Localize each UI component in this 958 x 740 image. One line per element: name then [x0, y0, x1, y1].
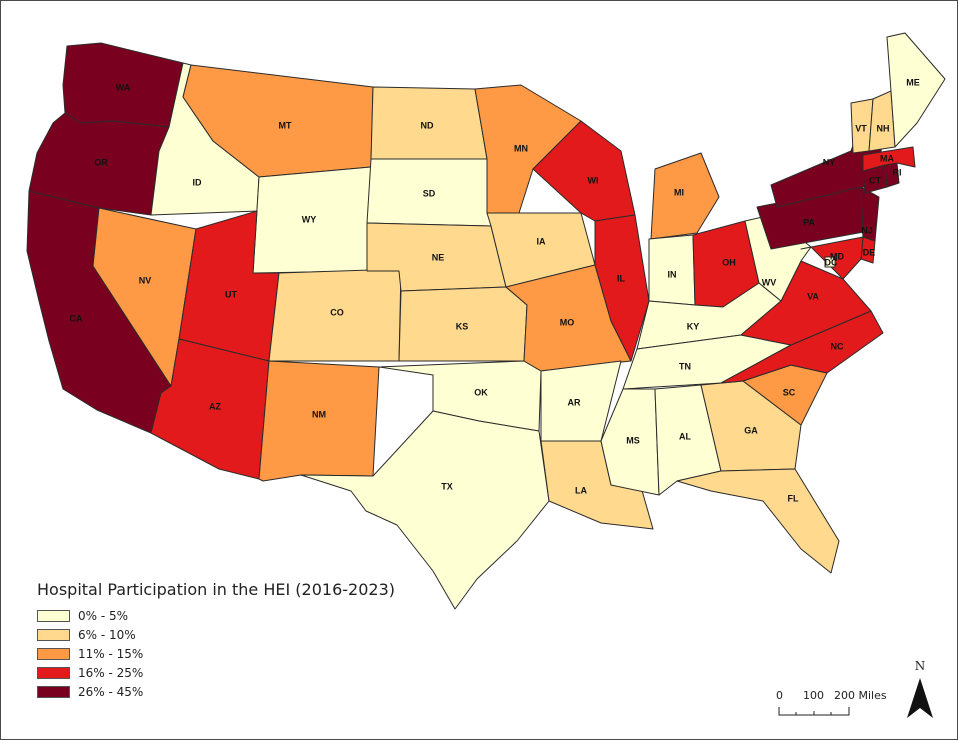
state-label-mo: MO	[560, 317, 575, 327]
state-label-pa: PA	[803, 217, 815, 227]
state-label-nv: NV	[139, 275, 152, 285]
state-label-ms: MS	[626, 435, 640, 445]
state-mn	[474, 84, 582, 214]
state-label-nh: NH	[877, 123, 890, 133]
state-label-nj: NJ	[861, 225, 873, 235]
legend-swatch	[37, 666, 70, 679]
state-label-mn: MN	[514, 143, 528, 153]
state-shapes	[26, 32, 946, 610]
state-nm	[258, 360, 380, 482]
state-label-ks: KS	[456, 321, 469, 331]
legend-label: 16% - 25%	[78, 665, 144, 680]
state-label-in: IN	[668, 269, 677, 279]
legend-item: 0% - 5%	[37, 606, 395, 625]
state-label-ga: GA	[744, 425, 758, 435]
state-labels: WA OR CA ID NV MT WY UT AZ CO NM ND SD NE KS OK TX MN IA MO…	[70, 77, 920, 503]
scale-label-100: 100	[803, 689, 824, 702]
north-label: N	[915, 659, 926, 673]
legend-swatch	[37, 647, 70, 660]
state-label-de: DE	[863, 247, 876, 257]
legend-swatch	[37, 609, 70, 622]
legend-label: 11% - 15%	[78, 646, 144, 661]
state-label-id: ID	[193, 177, 203, 187]
state-tx	[300, 410, 550, 610]
state-mi	[650, 152, 720, 240]
state-label-la: LA	[575, 485, 587, 495]
state-label-md: MD	[830, 251, 844, 261]
state-label-fl: FL	[788, 493, 799, 503]
state-label-wv: WV	[762, 277, 777, 287]
legend-item: 11% - 15%	[37, 644, 395, 663]
state-il	[594, 214, 650, 362]
legend: Hospital Participation in the HEI (2016-…	[37, 580, 395, 701]
state-label-ky: KY	[687, 321, 700, 331]
state-label-nd: ND	[421, 120, 434, 130]
state-nh	[868, 90, 896, 152]
state-dc	[824, 256, 836, 268]
legend-swatch	[37, 628, 70, 641]
legend-item: 26% - 45%	[37, 682, 395, 701]
north-arrow: N	[904, 658, 936, 720]
state-ma	[862, 146, 916, 172]
state-label-co: CO	[330, 307, 344, 317]
state-label-ma: MA	[880, 153, 894, 163]
legend-item: 16% - 25%	[37, 663, 395, 682]
state-label-il: IL	[617, 273, 626, 283]
state-label-wy: WY	[302, 214, 317, 224]
state-label-mi: MI	[674, 187, 684, 197]
state-label-wi: WI	[588, 175, 599, 185]
scale-bar: 0 100 200 Miles	[776, 689, 887, 719]
state-label-va: VA	[807, 291, 819, 301]
state-label-ar: AR	[568, 397, 581, 407]
state-label-ia: IA	[537, 236, 547, 246]
state-fl	[676, 468, 840, 574]
state-label-al: AL	[679, 431, 691, 441]
state-label-ct: CT	[869, 175, 881, 185]
scale-label-0: 0	[776, 689, 783, 702]
state-label-me: ME	[906, 77, 920, 87]
state-label-mt: MT	[279, 120, 292, 130]
legend-label: 26% - 45%	[78, 684, 144, 699]
state-label-ny: NY	[823, 157, 836, 167]
north-arrow-icon: N	[907, 659, 933, 718]
state-label-az: AZ	[209, 401, 221, 411]
state-label-ca: CA	[70, 313, 83, 323]
legend-label: 0% - 5%	[78, 608, 129, 623]
legend-item: 6% - 10%	[37, 625, 395, 644]
state-label-ut: UT	[225, 289, 237, 299]
state-label-wa: WA	[116, 82, 131, 92]
scale-label-200: 200 Miles	[834, 689, 887, 702]
state-label-ne: NE	[432, 252, 445, 262]
state-label-ri: RI	[893, 167, 902, 177]
legend-swatch	[37, 685, 70, 698]
state-me	[886, 32, 946, 148]
legend-label: 6% - 10%	[78, 627, 136, 642]
legend-title: Hospital Participation in the HEI (2016-…	[37, 580, 395, 599]
state-label-nm: NM	[312, 409, 326, 419]
state-label-tn: TN	[679, 361, 691, 371]
state-label-sd: SD	[423, 188, 436, 198]
state-label-sc: SC	[783, 387, 796, 397]
state-label-dc: DC	[825, 257, 838, 267]
state-label-nc: NC	[831, 341, 844, 351]
state-label-vt: VT	[855, 123, 867, 133]
state-label-or: OR	[94, 157, 108, 167]
scale-bar-line	[778, 707, 850, 716]
state-label-ok: OK	[474, 387, 488, 397]
state-label-oh: OH	[722, 257, 736, 267]
state-label-tx: TX	[441, 481, 453, 491]
